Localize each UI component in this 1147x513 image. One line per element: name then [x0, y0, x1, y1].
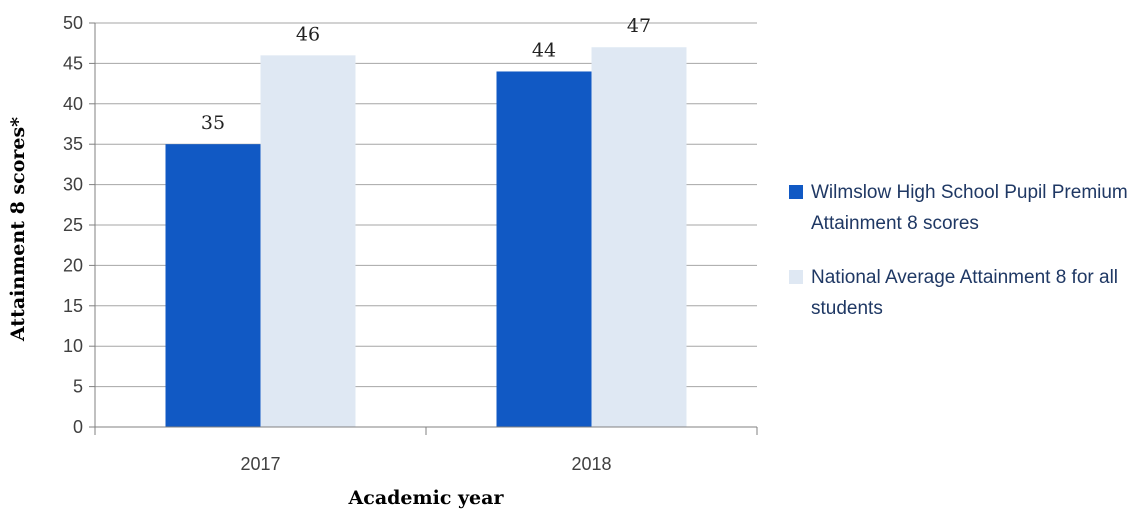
x-tick-label: 2018 — [571, 454, 611, 474]
axes: 0 5 10 15 20 25 30 35 40 45 50 2017 2018 — [63, 13, 758, 474]
y-tick-label: 5 — [73, 377, 83, 397]
bar-national-2018 — [591, 47, 687, 428]
y-tick-label: 40 — [63, 94, 83, 114]
y-axis-title: Attainment 8 scores* — [7, 117, 29, 342]
data-label: 46 — [296, 23, 320, 45]
legend-label: Wilmslow High School Pupil Premium Attain… — [811, 182, 1128, 234]
y-tick-label: 35 — [63, 134, 83, 154]
legend: Wilmslow High School Pupil Premium Attain… — [789, 182, 1128, 319]
y-tick-label: 25 — [63, 215, 83, 235]
y-tick-label: 20 — [63, 255, 83, 275]
legend-swatch — [789, 270, 803, 284]
data-label: 44 — [532, 39, 556, 61]
y-tick-label: 10 — [63, 336, 83, 356]
y-tick-label: 0 — [73, 417, 83, 437]
x-axis-title: Academic year — [348, 487, 505, 509]
legend-label: National Average Attainment 8 for all stu… — [811, 267, 1118, 319]
bar-school-2017 — [165, 144, 261, 427]
x-tick-label: 2017 — [240, 454, 280, 474]
y-tick-label: 15 — [63, 296, 83, 316]
y-tick-label: 30 — [63, 175, 83, 195]
y-tick-label: 45 — [63, 53, 83, 73]
bars — [165, 47, 687, 428]
data-label: 47 — [627, 15, 651, 37]
bar-school-2018 — [496, 71, 592, 427]
y-tick-label: 50 — [63, 13, 83, 33]
legend-swatch — [789, 185, 803, 199]
data-labels: 35 46 44 47 — [201, 15, 651, 134]
data-label: 35 — [201, 112, 225, 134]
bar-national-2017 — [260, 55, 356, 427]
